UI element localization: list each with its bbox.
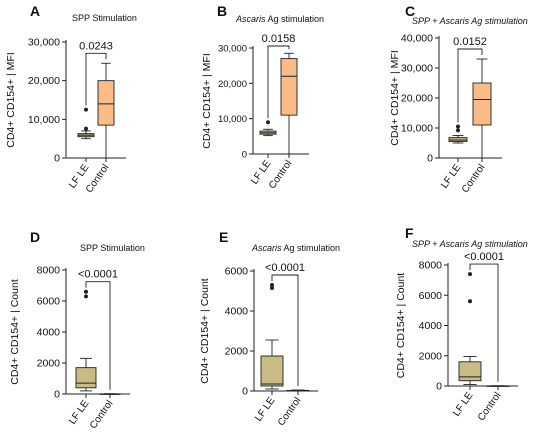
y-tick-label: 0: [436, 381, 442, 393]
panel-letter: B: [217, 3, 227, 19]
panel-title-part: Ag stimulation: [282, 243, 341, 253]
p-value-label: 0.0152: [453, 36, 487, 48]
outlier-point: [84, 107, 88, 112]
panel-title: SPP Stimulation: [80, 243, 145, 253]
outlier-point: [270, 286, 274, 290]
y-axis-label: CD4+ CD154+ | Count: [9, 279, 21, 385]
significance-bracket: [267, 45, 290, 119]
significance-bracket: [457, 48, 483, 123]
y-axis-label: CD4+ CD154+ | MFI: [389, 50, 401, 146]
y-axis-label: CD4+ CD154+ | MFI: [201, 53, 213, 149]
y-tick-label: 4000: [37, 327, 61, 339]
y-tick-label: 0: [242, 386, 248, 398]
y-tick-label: 2000: [419, 350, 443, 362]
panel-title-part: Ascaris: [235, 14, 266, 24]
significance-bracket: [271, 274, 299, 386]
y-tick-label: 8000: [419, 260, 443, 272]
panel-letter: F: [405, 225, 414, 241]
significance-bracket: [85, 281, 111, 390]
p-value-label: 0.0158: [262, 33, 296, 45]
y-axis-label: CD4+ CD154+ | MFI: [5, 52, 17, 148]
panel-b: B Ascaris Ag stimulation 0 10,000 20,000 30,0…: [201, 3, 324, 191]
y-tick-label: 30,000: [218, 44, 247, 55]
y-tick-label: 6000: [37, 296, 61, 308]
outlier-point: [84, 289, 88, 294]
y-tick-label: 8000: [37, 265, 61, 277]
y-tick-label: 6000: [225, 266, 249, 278]
panel-title: Ascaris Ag stimulation: [251, 243, 340, 253]
y-axis-label: CD4+ CD154+ | Count: [199, 278, 211, 384]
y-axis-label: CD4+ CD154+ | Count: [395, 273, 407, 379]
outlier-point: [456, 124, 460, 129]
y-tick-label: 4000: [419, 320, 443, 332]
outlier-point: [456, 128, 460, 133]
y-tick-label: 20,000: [28, 75, 60, 87]
y-tick-label: 40,000: [401, 33, 433, 45]
y-tick-label: 10,000: [401, 123, 433, 135]
panel-title: SPP Stimulation: [72, 13, 137, 23]
category-label: Control: [88, 398, 116, 430]
panel-a: A SPP Stimulation 0 10,000 20,000 30,000 CD4+ …: [5, 3, 137, 195]
box-lf-le: [458, 361, 482, 382]
panel-e: E Ascaris Ag stimulation 0 2000 4000 6000 CD4+…: [199, 229, 340, 428]
panel-letter: D: [30, 229, 40, 245]
y-tick-label: 0: [427, 153, 433, 165]
y-tick-label: 6000: [419, 290, 443, 302]
significance-bracket: [469, 263, 499, 382]
category-label: LF LE: [67, 398, 92, 426]
category-label: Control: [476, 390, 504, 423]
outlier-point: [468, 272, 472, 277]
y-tick-label: 0: [242, 150, 247, 161]
y-tick-label: 4000: [225, 306, 249, 318]
category-label: LF LE: [439, 162, 464, 190]
y-tick-label: 10,000: [28, 114, 60, 126]
outlier-point: [468, 299, 472, 304]
outlier-point: [84, 126, 88, 131]
category-label: Control: [276, 395, 304, 428]
panel-letter: C: [405, 3, 415, 19]
y-tick-label: 20,000: [218, 79, 247, 90]
panel-d: D SPP Stimulation 0 2000 4000 6000 8000 CD4+ CD…: [9, 229, 145, 431]
box-control: [97, 80, 115, 126]
box-control: [472, 82, 492, 126]
category-label: LF LE: [451, 390, 476, 418]
y-tick-label: 20,000: [401, 93, 433, 105]
y-tick-label: 30,000: [28, 37, 60, 49]
p-value-label: <0.0001: [464, 251, 504, 263]
panel-title: SPP + Ascaris Ag stimulation: [412, 16, 528, 26]
box-lf-le: [260, 355, 284, 387]
panel-letter: E: [219, 229, 228, 245]
y-tick-label: 0: [54, 153, 60, 165]
panel-title-part: Ascaris: [251, 243, 282, 253]
y-tick-label: 10,000: [218, 114, 247, 125]
y-tick-label: 2000: [37, 358, 61, 370]
box-lf-le: [75, 367, 97, 389]
panel-title-part: Ag stimulation: [266, 14, 325, 24]
significance-bracket: [85, 52, 107, 106]
category-label: Control: [460, 162, 488, 195]
p-value-label: <0.0001: [78, 269, 118, 281]
panel-letter: A: [30, 3, 40, 19]
p-value-label: 0.0243: [79, 40, 113, 52]
p-value-label: <0.0001: [265, 262, 305, 274]
outlier-point: [84, 294, 88, 299]
panel-title: Ascaris Ag stimulation: [235, 14, 324, 24]
y-tick-label: 30,000: [401, 63, 433, 75]
y-tick-label: 0: [54, 389, 60, 401]
category-label: LF LE: [253, 395, 278, 423]
box-control: [280, 58, 298, 116]
outlier-point: [266, 120, 270, 125]
panel-title-part: SPP + Ascaris Ag stimulation: [412, 16, 528, 26]
outlier-point: [270, 283, 274, 287]
panel-title: SPP + Ascaris Ag stimulation: [412, 239, 528, 249]
panel-title-part: SPP + Ascaris Ag stimulation: [412, 239, 528, 249]
y-tick-label: 2000: [225, 346, 249, 358]
